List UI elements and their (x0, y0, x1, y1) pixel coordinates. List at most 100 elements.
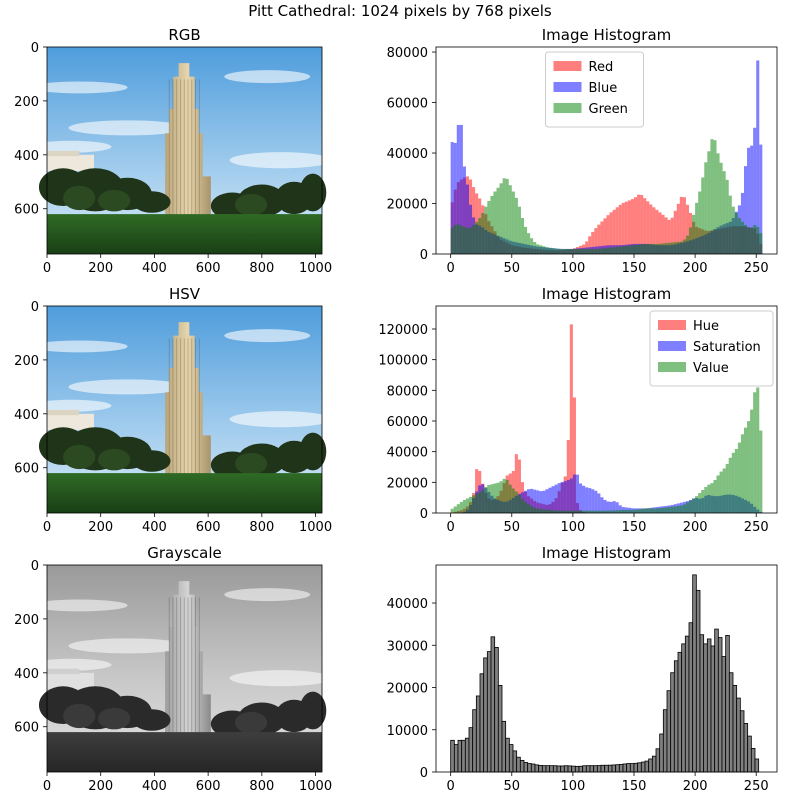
histogram-bar (563, 481, 567, 513)
tree (63, 185, 96, 211)
histogram-bar (640, 508, 644, 513)
histogram-bar (456, 224, 460, 254)
x-tick-label: 200 (88, 520, 113, 535)
histogram-bar (736, 697, 741, 773)
histogram-bar (596, 765, 602, 773)
histogram-bar (756, 387, 760, 513)
histogram-bar (747, 421, 751, 513)
histogram-bar (597, 224, 601, 254)
histogram-bar (643, 198, 647, 254)
subplot-title: Image Histogram (542, 544, 672, 562)
cloud (224, 329, 311, 343)
histogram-bar (609, 247, 613, 254)
cloud (30, 399, 112, 412)
histogram-bar (505, 480, 509, 513)
cloud (229, 670, 332, 687)
histogram-bar (655, 748, 661, 773)
histogram-bar (505, 178, 509, 254)
histogram-bar (670, 217, 674, 254)
histogram-bar (472, 495, 476, 513)
x-tick-label: 600 (196, 520, 221, 535)
histogram-bar (637, 509, 641, 513)
histogram-bar (609, 501, 613, 513)
building-roof (47, 150, 80, 157)
y-tick-label: 120000 (378, 323, 428, 338)
histogram-bar (563, 510, 567, 513)
series-value (450, 387, 763, 514)
histogram-bar (514, 197, 518, 254)
histogram-bar (486, 651, 492, 773)
building-roof (47, 409, 80, 416)
y-tick-label: 60000 (387, 97, 428, 112)
histogram-bar (468, 727, 474, 773)
histogram-bar (552, 765, 558, 773)
histogram-bar (493, 483, 497, 513)
histogram-bar (677, 651, 683, 773)
histogram-bar (698, 493, 702, 513)
legend-label: Blue (589, 81, 618, 96)
histogram-bar (511, 191, 515, 254)
histogram-bar (651, 755, 657, 773)
histogram-bar (704, 486, 708, 513)
histogram-bar (682, 197, 686, 254)
y-tick-label: 20000 (387, 682, 428, 697)
x-tick-label: 50 (504, 261, 521, 276)
cloud (68, 638, 187, 654)
y-tick-label: 100000 (378, 354, 428, 369)
histogram-bar (572, 510, 576, 513)
histogram-bar (548, 510, 552, 513)
tree (98, 448, 131, 471)
histogram-bar (621, 509, 625, 513)
histogram-bar (527, 763, 532, 773)
histogram-bar (695, 496, 699, 513)
histogram-bar (664, 243, 668, 254)
histogram-bar (615, 510, 619, 513)
histogram-bar (456, 504, 460, 513)
histogram-bar (563, 765, 569, 773)
histogram-bar (728, 195, 732, 254)
histogram-bar (618, 204, 622, 254)
histogram-bar (582, 510, 586, 513)
histogram-bar (630, 199, 634, 254)
y-tick-label: 400 (14, 667, 39, 682)
histogram-bar (655, 508, 659, 513)
histogram-bar (627, 200, 631, 254)
histogram-bar (673, 242, 677, 254)
histogram-bar (520, 218, 524, 254)
histogram-bar (551, 486, 555, 513)
histogram-bar (644, 760, 650, 773)
histogram-bar (630, 509, 634, 513)
histogram-bar (615, 502, 619, 513)
histogram-bar (469, 496, 473, 513)
axes-frame (435, 46, 778, 255)
histogram-bar (701, 490, 705, 513)
histogram-bar (508, 484, 512, 513)
histogram-bar (659, 733, 664, 773)
histogram-bar (618, 764, 624, 773)
histogram-bar (759, 233, 763, 254)
histogram-bar (554, 510, 558, 513)
x-tick-label: 50 (504, 520, 521, 535)
histogram-bar (484, 206, 488, 254)
histogram-bar (722, 468, 726, 513)
cloud (229, 152, 332, 169)
rgb-photo (30, 46, 332, 255)
histogram-bar (666, 690, 672, 773)
histogram-bar (496, 187, 500, 254)
histogram-bar (637, 244, 641, 254)
legend: Red Blue Green (545, 51, 644, 128)
histogram-bar (695, 589, 701, 773)
histogram-bar (685, 502, 689, 513)
x-tick-label: 200 (683, 261, 708, 276)
histogram-bar (585, 248, 589, 254)
legend-label: Saturation (693, 340, 761, 355)
histogram-bar (732, 685, 738, 773)
histogram-bar (600, 510, 604, 513)
histogram-bar (579, 483, 583, 513)
histogram-bar (640, 244, 644, 254)
legend: Hue Saturation Value (649, 310, 774, 387)
histogram-bar (750, 748, 756, 773)
histogram-bar (640, 194, 644, 254)
histogram-bar (502, 478, 506, 513)
axes-frame (435, 564, 778, 773)
